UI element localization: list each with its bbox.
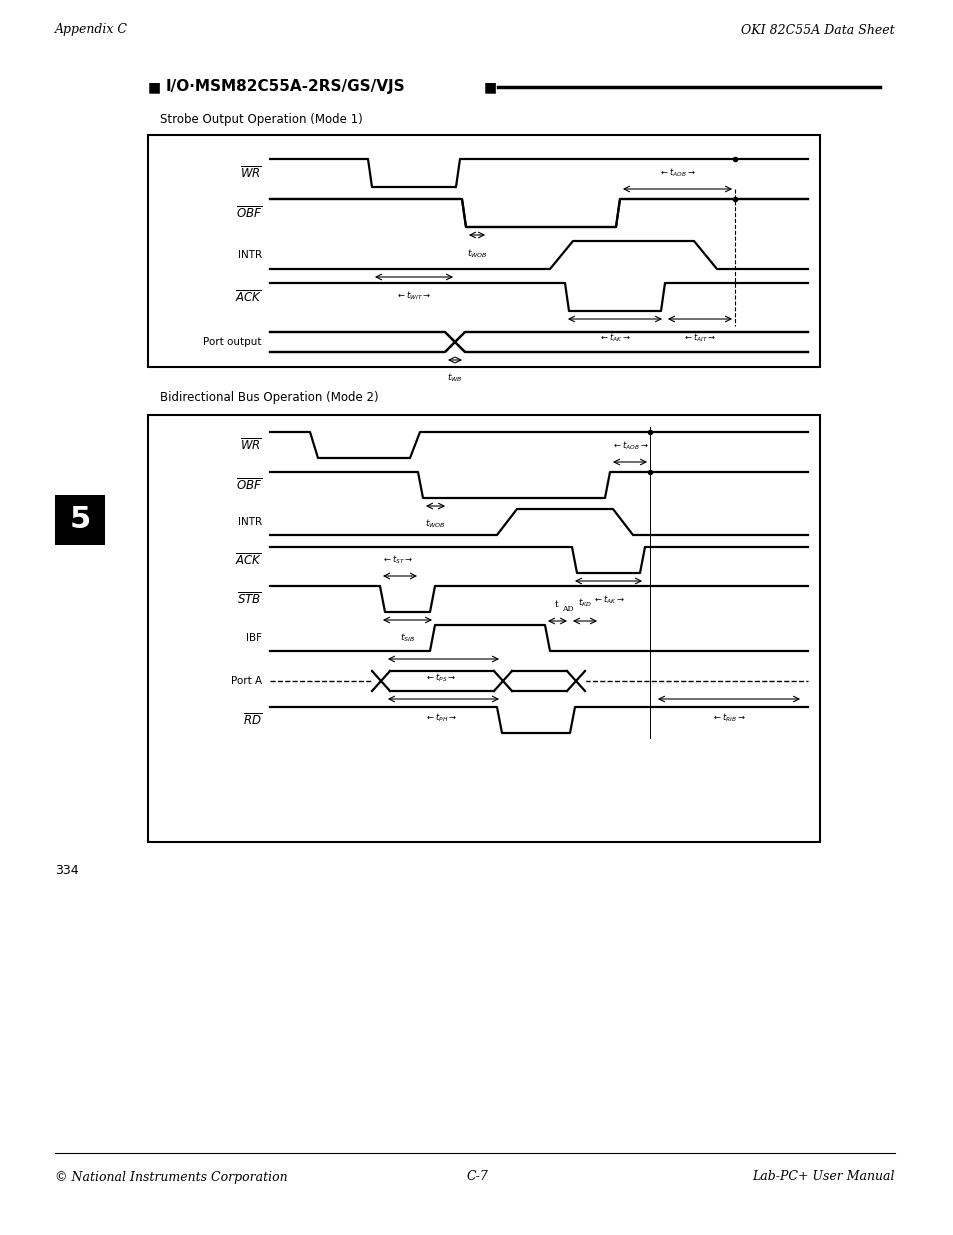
Text: Appendix C: Appendix C	[55, 23, 128, 37]
Text: $\leftarrow t_{AOB}\rightarrow$: $\leftarrow t_{AOB}\rightarrow$	[611, 440, 648, 452]
Text: $\leftarrow t_{AK}\rightarrow$: $\leftarrow t_{AK}\rightarrow$	[598, 331, 630, 343]
Text: $\leftarrow t_{RIB}\rightarrow$: $\leftarrow t_{RIB}\rightarrow$	[711, 711, 745, 724]
Text: Strobe Output Operation (Mode 1): Strobe Output Operation (Mode 1)	[160, 114, 362, 126]
Bar	[55, 495, 105, 545]
Text: $\leftarrow t_{ST}\rightarrow$: $\leftarrow t_{ST}\rightarrow$	[381, 553, 413, 566]
Text: Bidirectional Bus Operation (Mode 2): Bidirectional Bus Operation (Mode 2)	[160, 390, 378, 404]
Text: $t_{WOB}$: $t_{WOB}$	[466, 247, 487, 259]
Text: $\leftarrow t_{AOB}\rightarrow$: $\leftarrow t_{AOB}\rightarrow$	[659, 167, 695, 179]
Bar	[148, 415, 820, 842]
Text: 334: 334	[55, 863, 78, 877]
Text: Port A: Port A	[231, 676, 262, 685]
Text: t: t	[555, 600, 558, 609]
Text: $\overline{ACK}$: $\overline{ACK}$	[234, 552, 262, 568]
Text: $\leftarrow t_{PH}\rightarrow$: $\leftarrow t_{PH}\rightarrow$	[424, 711, 456, 724]
Text: Port output: Port output	[203, 337, 262, 347]
Text: C-7: C-7	[466, 1171, 487, 1183]
Text: $t_{KD}$: $t_{KD}$	[578, 597, 592, 609]
Text: $\overline{WR}$: $\overline{WR}$	[240, 165, 262, 180]
Text: $\overline{ACK}$: $\overline{ACK}$	[234, 289, 262, 305]
Text: 5: 5	[70, 505, 91, 535]
Text: INTR: INTR	[237, 249, 262, 261]
Text: I/O·MSM82C55A-2RS/GS/VJS: I/O·MSM82C55A-2RS/GS/VJS	[166, 79, 405, 95]
Text: Lab-PC+ User Manual: Lab-PC+ User Manual	[752, 1171, 894, 1183]
Text: $t_{WOB}$: $t_{WOB}$	[424, 517, 445, 531]
Text: AD: AD	[561, 605, 573, 613]
Text: $\leftarrow t_{PS}\rightarrow$: $\leftarrow t_{PS}\rightarrow$	[425, 671, 456, 683]
Text: ■: ■	[148, 80, 161, 94]
Text: INTR: INTR	[237, 517, 262, 527]
Text: IBF: IBF	[246, 634, 262, 643]
Text: $\overline{STB}$: $\overline{STB}$	[237, 592, 262, 606]
Text: $\leftarrow t_{AK}\rightarrow$: $\leftarrow t_{AK}\rightarrow$	[592, 593, 624, 605]
Text: $\leftarrow t_{AIT}\rightarrow$: $\leftarrow t_{AIT}\rightarrow$	[682, 331, 716, 343]
Text: $\overline{WR}$: $\overline{WR}$	[240, 437, 262, 453]
Text: © National Instruments Corporation: © National Instruments Corporation	[55, 1171, 287, 1183]
Text: $\leftarrow t_{WIT}\rightarrow$: $\leftarrow t_{WIT}\rightarrow$	[396, 289, 431, 301]
Text: $\overline{OBF}$: $\overline{OBF}$	[235, 477, 262, 493]
Text: $t_{WB}$: $t_{WB}$	[447, 372, 462, 384]
Text: $\overline{RD}$: $\overline{RD}$	[242, 713, 262, 727]
Text: $\overline{OBF}$: $\overline{OBF}$	[235, 205, 262, 221]
Text: ■: ■	[483, 80, 497, 94]
Text: $t_{SIB}$: $t_{SIB}$	[399, 632, 415, 645]
Text: OKI 82C55A Data Sheet: OKI 82C55A Data Sheet	[740, 23, 894, 37]
Bar	[148, 135, 820, 367]
